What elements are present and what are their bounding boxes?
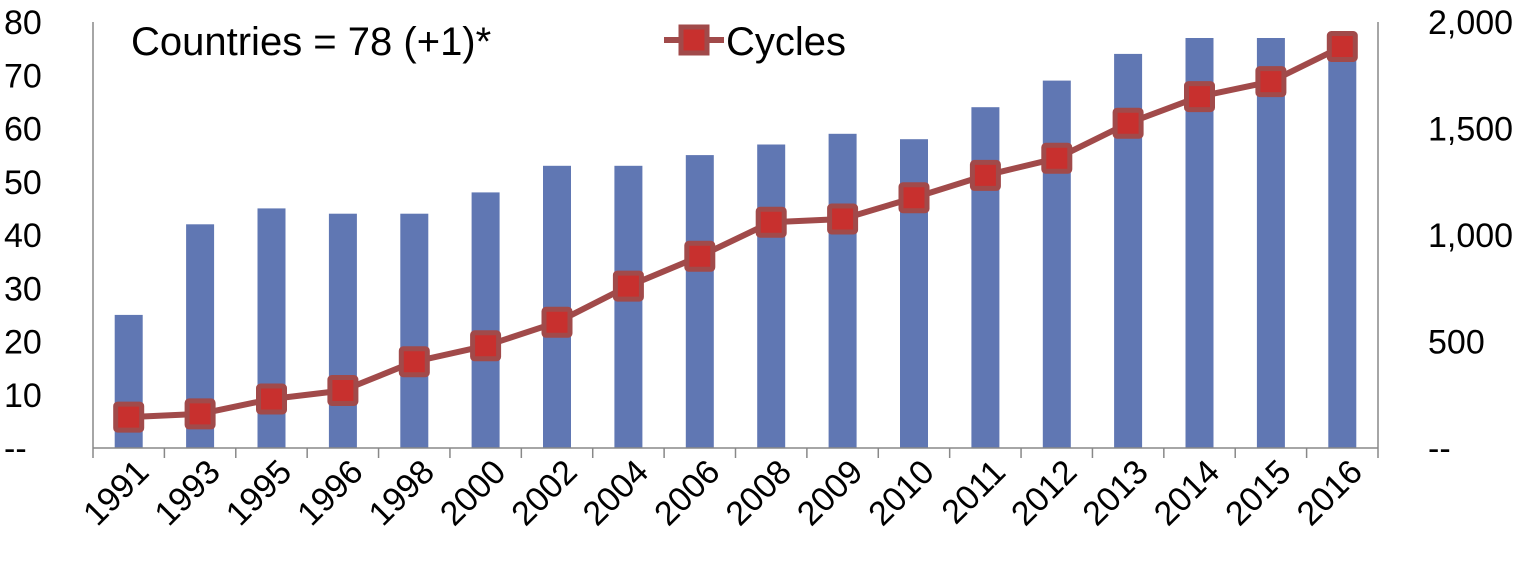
bar-2000 <box>471 192 500 448</box>
x-tick-label-1998: 1998 <box>362 453 442 533</box>
cycles-point-2008 <box>755 206 787 238</box>
cycles-point-2012 <box>1041 142 1073 174</box>
x-tick-label-2006: 2006 <box>647 453 727 533</box>
y-right-tick-label: 1,000 <box>1428 217 1513 255</box>
bar-2016 <box>1328 32 1357 448</box>
y-left-tick-label: 70 <box>4 57 42 95</box>
y-left-tick-label: 80 <box>4 4 42 42</box>
cycles-point-1995 <box>256 383 287 415</box>
x-tick-label-2008: 2008 <box>718 453 798 533</box>
x-tick-label-2002: 2002 <box>504 453 584 533</box>
x-axis-ticks: 1991199319951996199820002002200420062008… <box>76 453 1370 533</box>
y-axis-left-ticks: -- 10 20 30 40 50 60 70 80 <box>4 4 42 468</box>
x-tick-label-2014: 2014 <box>1147 453 1227 533</box>
chart-annotation: Countries = 78 (+1)* <box>131 20 491 64</box>
cycles-point-1998 <box>398 346 430 378</box>
y-left-tick-label: -- <box>4 430 27 468</box>
x-tick-label-2000: 2000 <box>433 453 513 533</box>
cycles-line <box>128 43 1344 421</box>
cycles-point-1996 <box>327 375 359 406</box>
cycles-point-2006 <box>684 240 716 272</box>
y-axis-right-ticks: -- 500 1,000 1,500 2,000 <box>1428 4 1513 468</box>
cycles-point-2010 <box>898 182 930 214</box>
bar-2008 <box>757 144 786 448</box>
x-tick-label-1995: 1995 <box>219 453 299 533</box>
cycles-point-2015 <box>1255 66 1287 98</box>
x-tick-label-1991: 1991 <box>76 453 156 533</box>
bar-series <box>114 32 1357 449</box>
x-tick-label-2015: 2015 <box>1218 453 1298 533</box>
x-tick-label-2016: 2016 <box>1290 453 1370 533</box>
y-right-tick-label: -- <box>1428 430 1451 468</box>
cycles-point-2014 <box>1184 81 1215 113</box>
x-tick-label-2004: 2004 <box>576 453 656 533</box>
cycles-point-2004 <box>612 270 644 302</box>
axes <box>92 22 1379 458</box>
x-tick-label-1993: 1993 <box>147 453 227 533</box>
x-tick-label-2009: 2009 <box>790 453 870 533</box>
bar-2006 <box>685 155 714 448</box>
x-tick-label-2013: 2013 <box>1075 453 1155 533</box>
cycles-point-2011 <box>969 159 1001 191</box>
bar-2011 <box>971 107 1000 448</box>
y-right-tick-label: 2,000 <box>1428 4 1513 42</box>
x-tick-label-1996: 1996 <box>290 453 370 533</box>
bar-1998 <box>400 213 429 448</box>
bar-1996 <box>328 213 357 448</box>
cycles-point-2013 <box>1112 107 1144 139</box>
x-tick-label-2012: 2012 <box>1004 453 1084 533</box>
y-left-tick-label: 50 <box>4 164 42 202</box>
y-left-tick-label: 60 <box>4 111 42 149</box>
line-series <box>113 31 1358 433</box>
legend: Cycles <box>664 20 846 64</box>
cycles-point-2009 <box>827 203 859 235</box>
legend-cycles-swatch-marker-center <box>689 35 699 45</box>
x-tick-label-2011: 2011 <box>934 453 1013 532</box>
cycles-point-2016 <box>1326 31 1358 62</box>
legend-cycles-label: Cycles <box>726 20 846 64</box>
y-right-tick-label: 1,500 <box>1428 111 1513 149</box>
cycles-point-1991 <box>113 401 145 433</box>
bar-2009 <box>828 133 857 449</box>
cycles-point-2000 <box>470 330 502 362</box>
bar-2004 <box>614 165 643 449</box>
cycles-point-1993 <box>184 398 216 430</box>
y-left-tick-label: 30 <box>4 270 42 308</box>
x-tick-label-2010: 2010 <box>861 453 941 533</box>
y-left-tick-label: 40 <box>4 217 42 255</box>
y-right-tick-label: 500 <box>1428 324 1485 362</box>
bar-2012 <box>1042 80 1071 448</box>
bar-2015 <box>1256 38 1285 448</box>
y-left-tick-label: 20 <box>4 324 42 362</box>
cycles-point-2002 <box>541 306 573 338</box>
y-left-tick-label: 10 <box>4 377 42 415</box>
